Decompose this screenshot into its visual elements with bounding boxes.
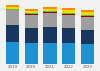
Bar [81,12,94,15]
Bar [6,7,19,9]
Bar [62,13,75,14]
Bar [62,10,75,13]
Bar [43,12,57,13]
Bar [62,43,75,64]
Bar [81,17,94,30]
Bar [81,16,94,17]
Bar [62,14,75,15]
Bar [62,15,75,28]
Bar [25,28,38,43]
Bar [6,5,19,7]
Bar [6,25,19,42]
Bar [6,10,19,11]
Bar [25,13,38,14]
Bar [81,10,94,12]
Bar [25,15,38,28]
Bar [43,13,57,27]
Bar [43,9,57,11]
Bar [43,43,57,64]
Bar [6,9,19,10]
Bar [81,15,94,16]
Bar [25,43,38,64]
Bar [25,14,38,15]
Bar [6,42,19,64]
Bar [81,30,94,44]
Bar [43,7,57,9]
Bar [62,8,75,10]
Bar [43,27,57,43]
Bar [62,28,75,43]
Bar [6,11,19,25]
Bar [25,11,38,13]
Bar [81,44,94,64]
Bar [43,11,57,12]
Bar [25,9,38,11]
